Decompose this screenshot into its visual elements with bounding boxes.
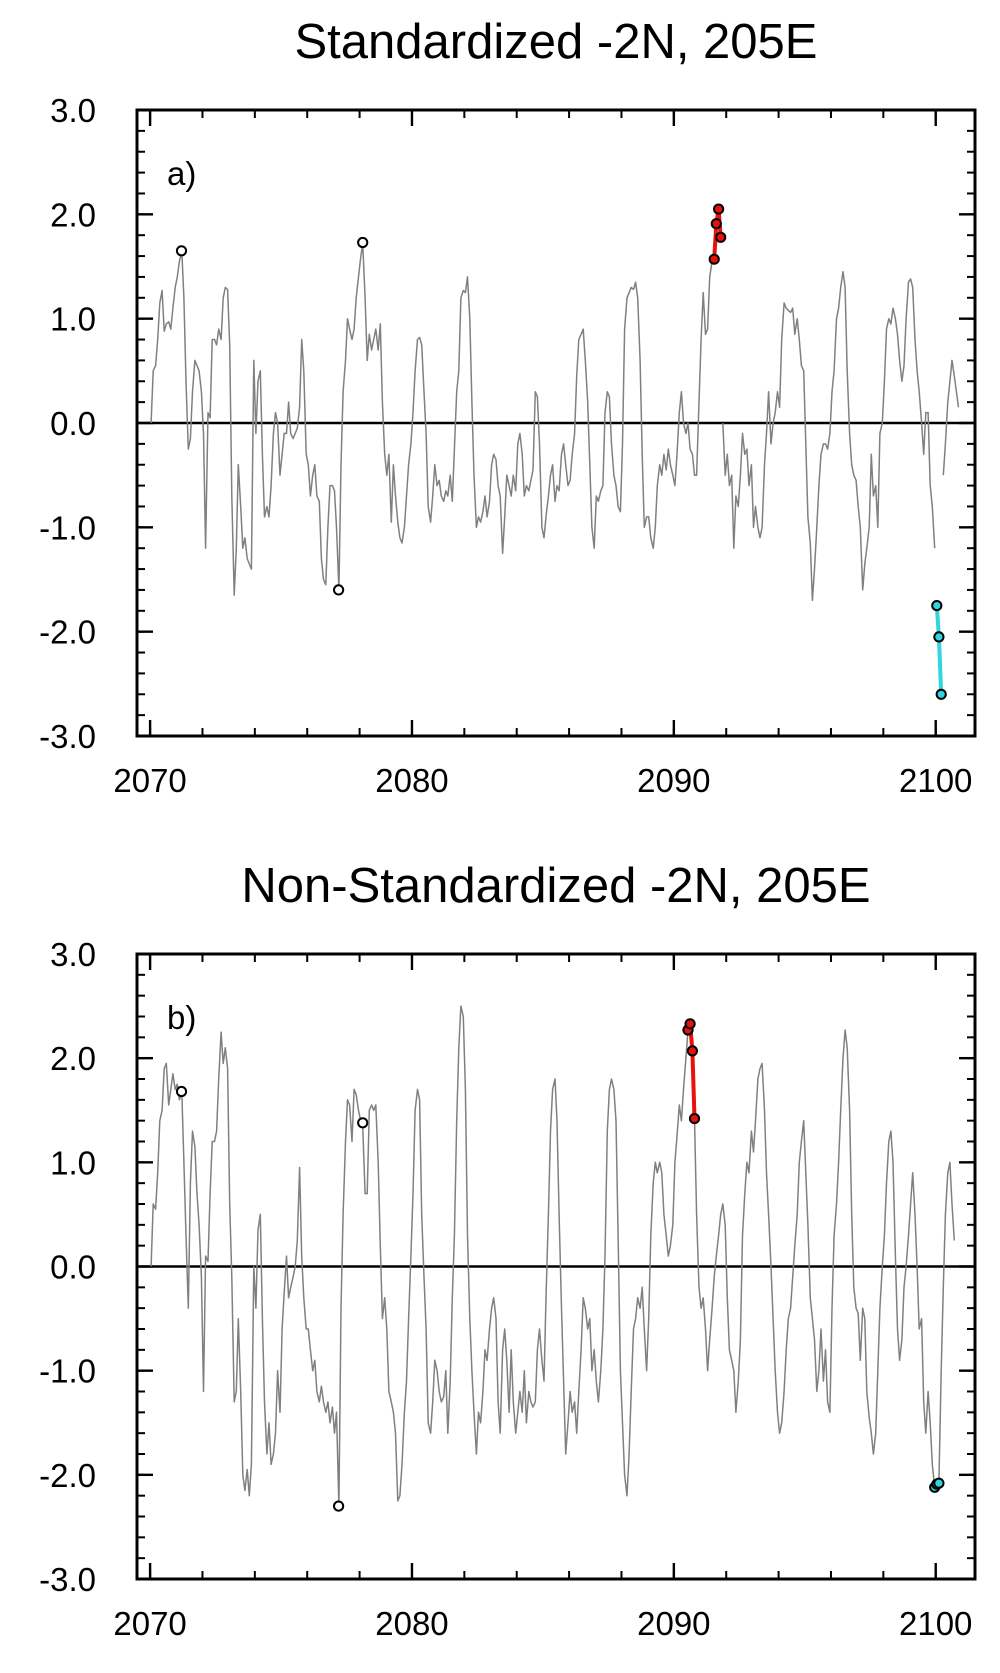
y-tick-label: 3.0: [50, 936, 96, 973]
panel-label: a): [167, 155, 196, 192]
y-tick-label: 0.0: [50, 405, 96, 442]
data-marker: [333, 584, 345, 596]
data-marker: [710, 218, 722, 230]
x-tick-label: 2070: [113, 1605, 186, 1642]
x-tick-label: 2090: [637, 1605, 710, 1642]
data-marker: [935, 688, 947, 700]
x-tick-label: 2100: [899, 1605, 972, 1642]
data-marker: [931, 600, 943, 612]
panel-2: Non-Standardized -2N, 205E 3.0 2.0 1.0 0.0 -1…: [39, 859, 977, 1642]
y-tick-label: -3.0: [39, 1561, 96, 1598]
plot-frame: [135, 108, 977, 738]
y-tick-label: 0.0: [50, 1249, 96, 1286]
data-marker: [708, 253, 720, 265]
series-line: [942, 359, 960, 476]
data-marker: [686, 1045, 699, 1057]
panel-1: Standardized -2N, 205E 3.0 2.0 1.0 0.0 -1.0 -2…: [39, 15, 977, 799]
y-tick-label: -3.0: [39, 718, 96, 755]
plot-frame: [135, 952, 977, 1581]
y-tick-label: 3.0: [50, 92, 96, 129]
panel-label: b): [167, 999, 196, 1036]
y-tick-label: 1.0: [50, 301, 96, 338]
data-marker: [933, 1477, 945, 1489]
data-marker: [715, 231, 727, 243]
y-tick-label: 2.0: [50, 1040, 96, 1077]
cold-event-line: [934, 605, 944, 695]
series-line: [693, 1029, 936, 1488]
y-tick-label: -1.0: [39, 509, 96, 546]
data-marker: [175, 245, 188, 257]
x-tick-label: 2090: [637, 762, 710, 799]
warm-event-line: [686, 1021, 697, 1119]
x-tick-label: 2100: [899, 762, 972, 799]
y-tick-label: -2.0: [39, 614, 96, 651]
series-line: [150, 242, 713, 596]
x-tick-label: 2070: [113, 762, 186, 799]
chart-title: Non-Standardized -2N, 205E: [241, 859, 870, 913]
data-marker: [688, 1113, 701, 1125]
y-tick-label: -1.0: [39, 1353, 96, 1390]
series-line: [150, 1005, 689, 1507]
y-tick-label: 2.0: [50, 196, 96, 233]
y-tick-label: 1.0: [50, 1144, 96, 1181]
series-line: [938, 1161, 956, 1484]
x-tick-label: 2080: [375, 1605, 448, 1642]
series-line: [722, 270, 936, 602]
y-tick-label: -2.0: [39, 1457, 96, 1494]
x-tick-label: 2080: [375, 762, 448, 799]
data-marker: [175, 1085, 188, 1098]
data-marker: [357, 1117, 369, 1129]
data-marker: [333, 1500, 345, 1512]
data-marker: [684, 1018, 696, 1030]
data-marker: [357, 236, 369, 249]
chart-title: Standardized -2N, 205E: [295, 15, 818, 69]
data-marker: [713, 203, 725, 215]
data-marker: [933, 631, 945, 643]
